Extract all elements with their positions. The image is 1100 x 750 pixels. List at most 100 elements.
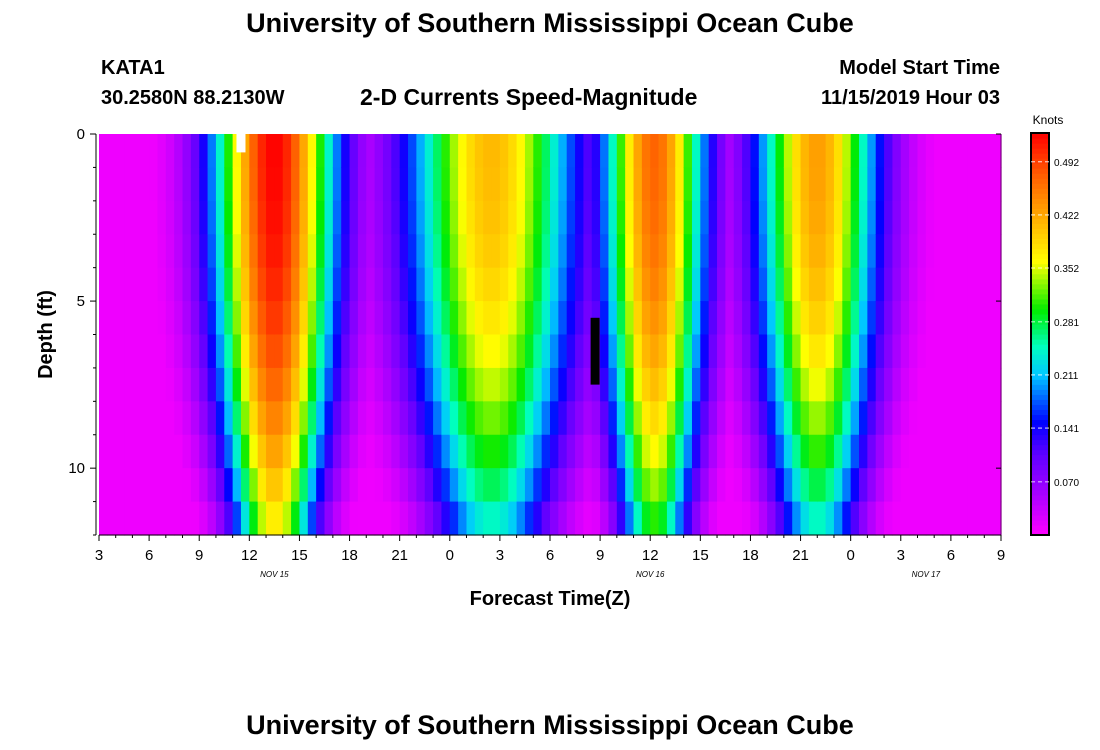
date-label: NOV 16 bbox=[636, 570, 665, 579]
heatmap-cell bbox=[307, 234, 317, 269]
heatmap-cell bbox=[758, 301, 768, 336]
heatmap-cell bbox=[892, 501, 902, 536]
heatmap-cell bbox=[558, 301, 568, 336]
heatmap-cell bbox=[533, 301, 543, 336]
heatmap-cell bbox=[900, 468, 910, 503]
heatmap-cell bbox=[984, 134, 994, 169]
heatmap-cell bbox=[984, 334, 994, 369]
colorbar-swatch bbox=[1031, 334, 1049, 340]
heatmap-cell bbox=[959, 167, 969, 202]
colorbar-swatch bbox=[1031, 288, 1049, 295]
heatmap-cell bbox=[917, 301, 927, 336]
heatmap-cell bbox=[132, 434, 142, 469]
heatmap-cell bbox=[316, 468, 326, 503]
heatmap-cell bbox=[850, 468, 860, 503]
heatmap-cell bbox=[508, 334, 518, 369]
heatmap-cell bbox=[783, 301, 793, 336]
heatmap-cell bbox=[683, 167, 693, 202]
heatmap-cell bbox=[641, 301, 651, 336]
heatmap-cell bbox=[633, 200, 643, 235]
heatmap-cell bbox=[909, 501, 919, 536]
heatmap-cell bbox=[717, 200, 726, 235]
x-tick-label: 3 bbox=[897, 547, 905, 564]
heatmap-cell bbox=[157, 167, 167, 202]
heatmap-cell bbox=[842, 167, 852, 202]
heatmap-cell bbox=[700, 200, 710, 235]
heatmap-cell bbox=[666, 234, 676, 269]
colorbar-swatch bbox=[1031, 263, 1049, 270]
heatmap-cell bbox=[616, 301, 626, 336]
heatmap-cell bbox=[767, 401, 777, 436]
x-tick-label: 21 bbox=[792, 547, 809, 564]
model-start-value: 11/15/2019 Hour 03 bbox=[820, 87, 1000, 109]
heatmap-cell bbox=[859, 134, 868, 169]
heatmap-cell bbox=[399, 367, 409, 402]
heatmap-cell bbox=[842, 301, 852, 336]
heatmap-cell bbox=[616, 434, 626, 469]
heatmap-cell bbox=[424, 167, 434, 202]
heatmap-cell bbox=[524, 200, 534, 235]
heatmap-cell bbox=[291, 234, 301, 269]
heatmap-cell bbox=[817, 267, 827, 302]
heatmap-cell bbox=[825, 434, 835, 469]
heatmap-cell bbox=[792, 367, 802, 402]
heatmap-cell bbox=[842, 267, 852, 302]
heatmap-cell bbox=[859, 334, 868, 369]
heatmap-cell bbox=[332, 234, 342, 269]
heatmap-cell bbox=[199, 167, 209, 202]
heatmap-cell bbox=[708, 234, 718, 269]
heatmap-cell bbox=[975, 334, 985, 369]
heatmap-cell bbox=[524, 401, 534, 436]
heatmap-cell bbox=[391, 301, 401, 336]
heatmap-cell bbox=[892, 234, 902, 269]
heatmap-cell bbox=[867, 200, 877, 235]
heatmap-cell bbox=[767, 234, 777, 269]
heatmap-cell bbox=[157, 200, 167, 235]
heatmap-cell bbox=[282, 334, 292, 369]
heatmap-cell bbox=[616, 234, 626, 269]
heatmap-cell bbox=[925, 367, 935, 402]
heatmap-cell bbox=[165, 267, 175, 302]
heatmap-cell bbox=[182, 167, 192, 202]
heatmap-cell bbox=[725, 401, 735, 436]
heatmap-cell bbox=[215, 267, 225, 302]
heatmap-cell bbox=[433, 200, 443, 235]
heatmap-cell bbox=[316, 267, 326, 302]
heatmap-cell bbox=[666, 434, 676, 469]
colorbar-swatch bbox=[1031, 374, 1049, 380]
heatmap-cell bbox=[708, 468, 718, 503]
heatmap-cell bbox=[266, 468, 275, 503]
heatmap-cell bbox=[558, 367, 568, 402]
heatmap-cell bbox=[925, 334, 935, 369]
heatmap-cell bbox=[140, 234, 150, 269]
heatmap-cell bbox=[616, 401, 626, 436]
heatmap-cell bbox=[641, 468, 651, 503]
heatmap-cell bbox=[165, 301, 175, 336]
heatmap-cell bbox=[633, 134, 643, 169]
heatmap-cell bbox=[391, 434, 401, 469]
heatmap-cell bbox=[833, 134, 843, 169]
heatmap-cell bbox=[600, 267, 610, 302]
colorbar-swatch bbox=[1031, 419, 1049, 426]
heatmap-cell bbox=[266, 501, 275, 536]
colorbar-title: Knots bbox=[1033, 113, 1064, 127]
heatmap-cell bbox=[224, 267, 234, 302]
heatmap-cell bbox=[959, 200, 969, 235]
heatmap-cell bbox=[374, 167, 384, 202]
heatmap-cell bbox=[215, 234, 225, 269]
heatmap-cell bbox=[950, 234, 960, 269]
heatmap-cell bbox=[508, 434, 518, 469]
colorbar-swatch bbox=[1031, 489, 1049, 496]
heatmap-cell bbox=[583, 234, 593, 269]
heatmap-cell bbox=[508, 301, 518, 336]
heatmap-cell bbox=[115, 334, 125, 369]
heatmap-cell bbox=[207, 267, 217, 302]
heatmap-cell bbox=[349, 434, 359, 469]
heatmap-cell bbox=[783, 401, 793, 436]
heatmap-cell bbox=[775, 267, 785, 302]
heatmap-cell bbox=[900, 401, 910, 436]
heatmap-cell bbox=[240, 501, 250, 536]
heatmap-cell bbox=[232, 367, 242, 402]
heatmap-cell bbox=[575, 434, 585, 469]
colorbar-swatch bbox=[1031, 404, 1049, 410]
